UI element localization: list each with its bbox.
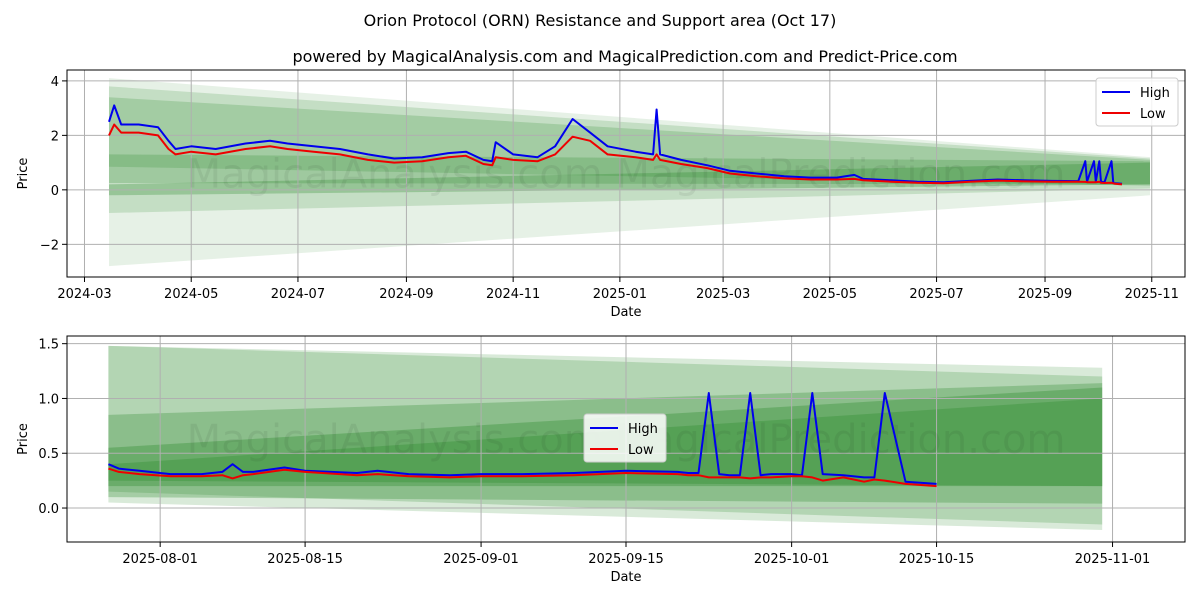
chart-subtitle: powered by MagicalAnalysis.com and Magic… (292, 47, 957, 66)
x-tick-label: 2025-01 (593, 287, 647, 302)
x-tick-label: 2025-07 (909, 287, 963, 302)
plot-frame (66, 69, 1186, 278)
y-tick-label: 4 (51, 75, 59, 90)
x-tick-label: 2025-11-01 (1075, 552, 1151, 567)
x-tick-label: 2024-03 (57, 287, 111, 302)
y-tick-label: 2 (51, 129, 59, 144)
y-tick-label: −2 (40, 238, 59, 253)
y-axis-label: Price (16, 423, 31, 455)
x-tick-label: 2025-10-01 (754, 552, 830, 567)
x-tick-label: 2025-09-01 (443, 552, 519, 567)
x-tick-label: 2024-07 (271, 287, 325, 302)
bottom-chart-panel: MagicalAnalysis.com MagicalPrediction.co… (16, 335, 1186, 585)
y-tick-label: 1.5 (38, 338, 59, 353)
x-tick-label: 2025-08-15 (267, 552, 343, 567)
support-resistance-band (108, 154, 1151, 185)
legend: High Low (1095, 77, 1179, 127)
x-tick-label: 2025-10-15 (899, 552, 975, 567)
legend-label-high: High (628, 422, 658, 437)
y-axis-label: Price (16, 158, 31, 190)
series-line-low (108, 467, 937, 488)
y-tick-label: 1.0 (38, 392, 59, 407)
y-tick-label: 0 (51, 184, 59, 199)
series-line-low (108, 123, 1123, 186)
legend-label-high: High (1140, 86, 1170, 101)
x-axis-label: Date (610, 570, 641, 585)
y-tick-label: 0.0 (38, 502, 59, 517)
x-tick-label: 2025-09-15 (588, 552, 664, 567)
x-tick-label: 2025-11 (1125, 287, 1179, 302)
top-chart-panel: MagicalAnalysis.com MagicalPrediction.co… (16, 69, 1186, 320)
series-line-high (108, 104, 1123, 185)
legend: High Low (583, 413, 667, 463)
x-tick-label: 2025-08-01 (122, 552, 198, 567)
x-axis-label: Date (610, 305, 641, 320)
support-resistance-band (108, 78, 1151, 267)
chart-title: Orion Protocol (ORN) Resistance and Supp… (364, 11, 837, 30)
support-resistance-band (108, 97, 1151, 186)
legend-label-low: Low (628, 443, 654, 458)
x-tick-label: 2025-03 (696, 287, 750, 302)
legend-label-low: Low (1140, 107, 1166, 122)
series-line-high (108, 392, 937, 485)
y-tick-label: 0.5 (38, 447, 59, 462)
support-resistance-band (108, 162, 1151, 196)
x-tick-label: 2024-11 (486, 287, 540, 302)
x-tick-label: 2024-09 (379, 287, 433, 302)
watermark-text: MagicalAnalysis.com MagicalPrediction.co… (187, 152, 1066, 198)
x-tick-label: 2025-09 (1018, 287, 1072, 302)
x-tick-label: 2024-05 (164, 287, 218, 302)
x-tick-label: 2025-05 (803, 287, 857, 302)
